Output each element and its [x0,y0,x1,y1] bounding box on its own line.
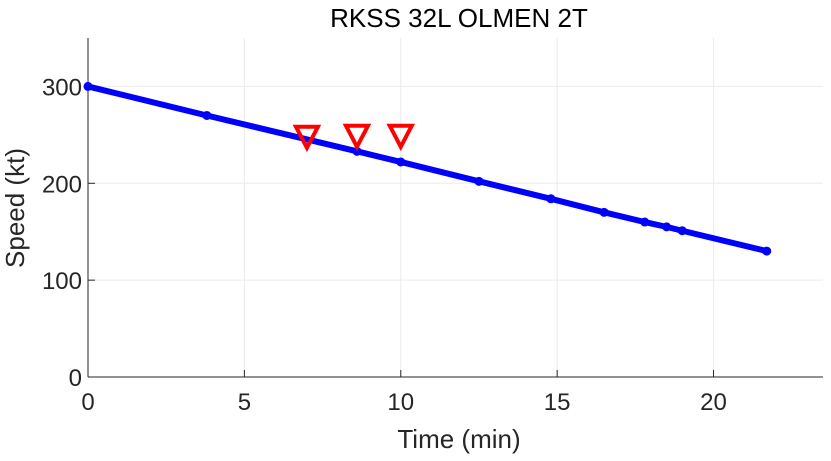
data-point [396,157,406,167]
x-tick-label: 5 [238,389,251,416]
marker-layer [292,123,416,153]
chart-title: RKSS 32L OLMEN 2T [330,3,588,33]
data-point [677,226,687,236]
data-point [202,110,212,120]
axes [87,38,823,378]
data-point [352,146,362,156]
data-point [546,194,556,204]
y-tick-label: 300 [42,74,82,101]
data-point [762,246,772,256]
series-layer [83,81,772,256]
x-tick-label: 20 [700,389,727,416]
x-axis-label: Time (min) [397,424,520,454]
x-tick-label: 15 [544,389,571,416]
y-tick-label: 100 [42,268,82,295]
y-tick-label: 200 [42,171,82,198]
data-point [640,217,650,227]
grid [87,38,823,378]
y-axis-label: Speed (kt) [0,148,30,268]
triangle-down-marker [342,123,372,152]
data-point [83,81,93,91]
y-tick-label: 0 [69,365,82,392]
x-tick-label: 10 [387,389,414,416]
x-tick-label: 0 [81,389,94,416]
data-point [474,176,484,186]
data-point [599,207,609,217]
triangle-down-marker [292,124,322,153]
data-point [662,222,672,232]
triangle-down-marker [386,123,416,152]
